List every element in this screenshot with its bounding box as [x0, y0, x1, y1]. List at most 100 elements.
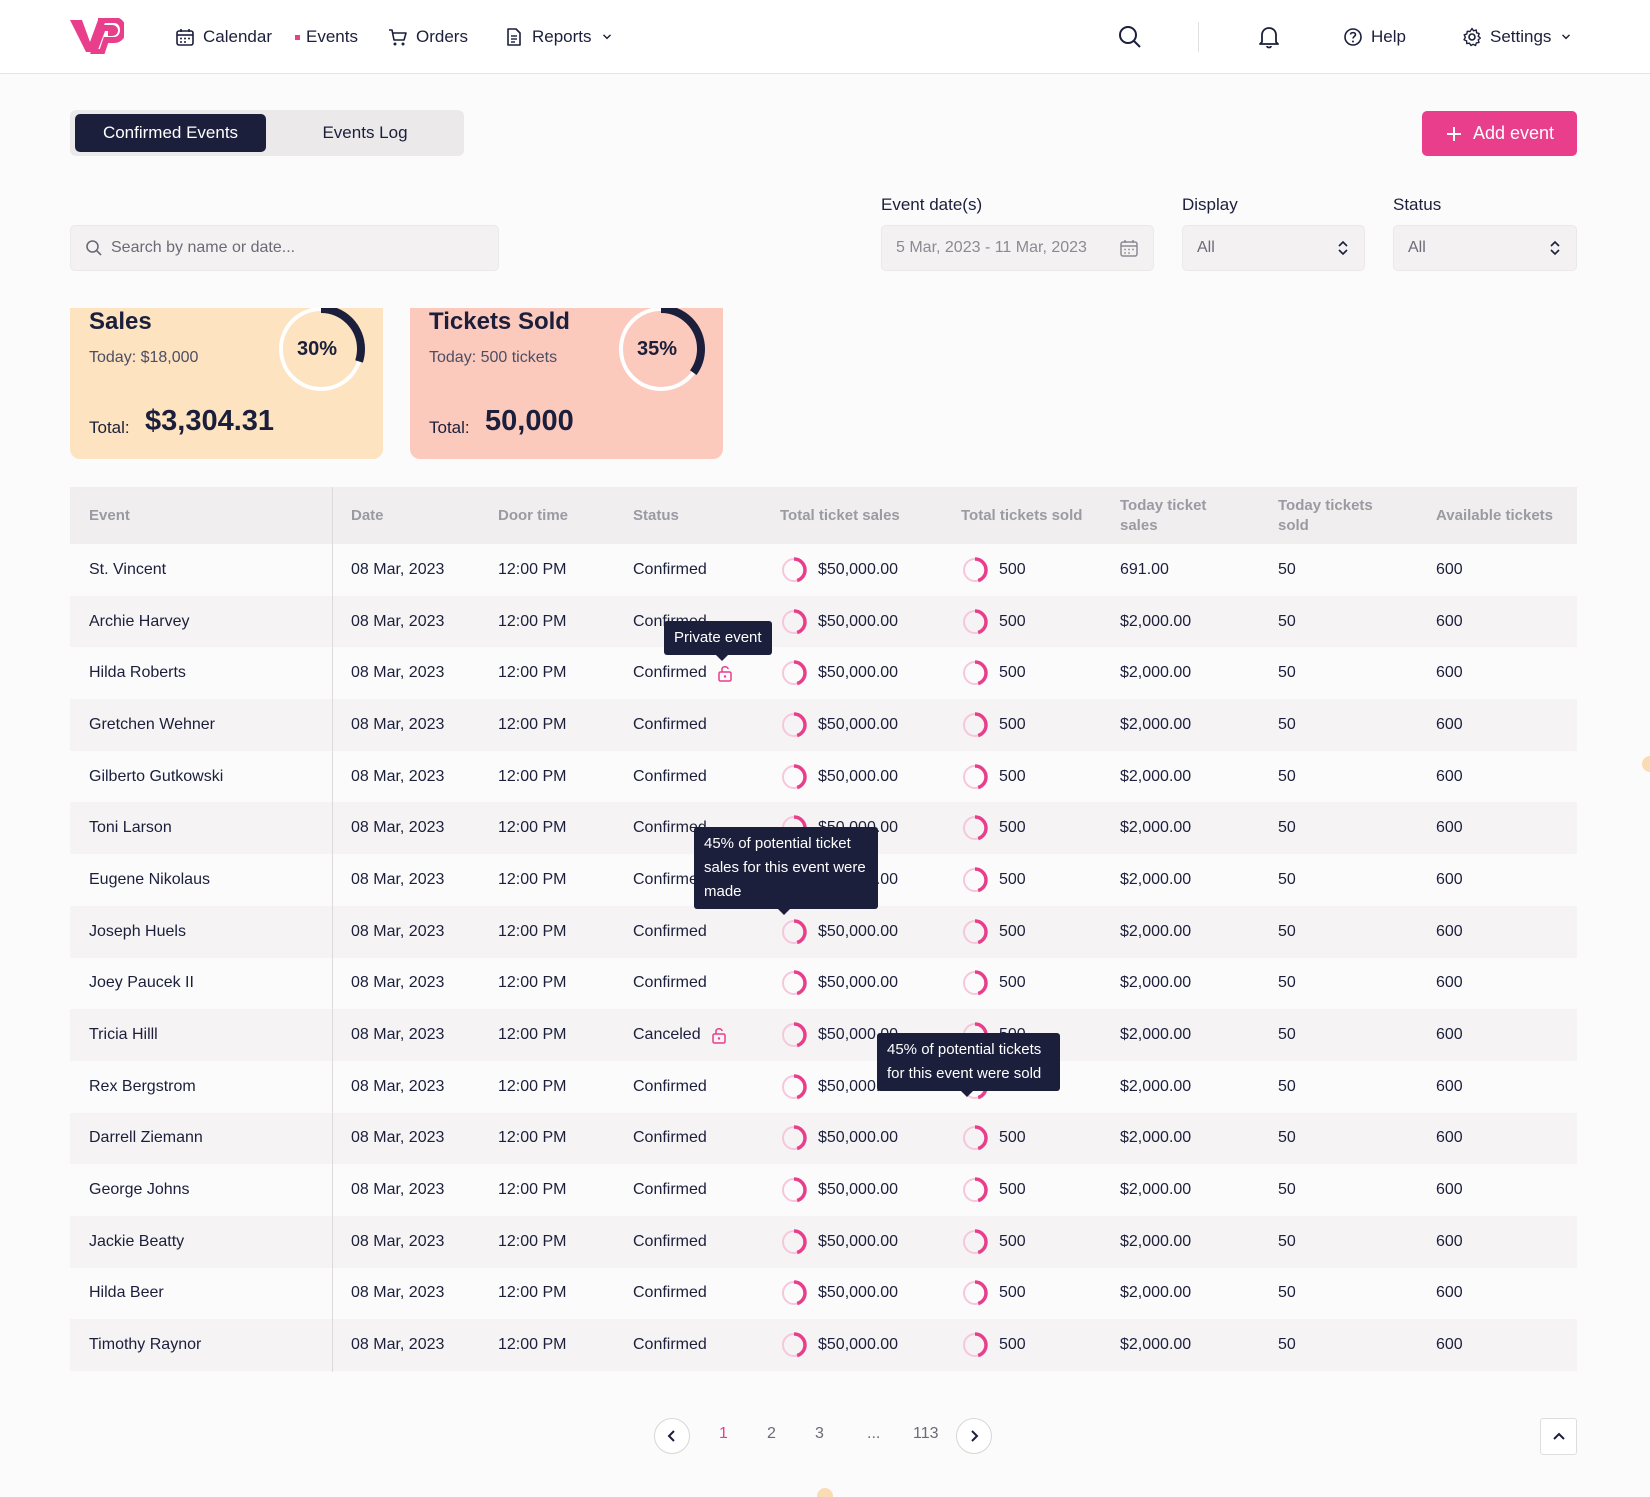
tickets-progress-icon[interactable]: [961, 1176, 989, 1204]
header-today-tickets-sold[interactable]: Today tickets sold: [1278, 496, 1373, 534]
page-number[interactable]: 3: [815, 1425, 824, 1442]
tickets-progress-icon[interactable]: [961, 866, 989, 894]
event-date-text: 08 Mar, 2023: [351, 767, 445, 785]
tickets-progress-icon[interactable]: [961, 1331, 989, 1359]
prev-page-button[interactable]: [654, 1418, 690, 1454]
tickets-progress-icon[interactable]: [961, 556, 989, 584]
table-row[interactable]: Hilda Beer 08 Mar, 2023 12:00 PM Confirmed $…: [70, 1267, 1577, 1320]
table-row[interactable]: Timothy Raynor 08 Mar, 2023 12:00 PM Confir…: [70, 1319, 1577, 1371]
event-name[interactable]: Archie Harvey: [89, 596, 189, 648]
event-status: Confirmed: [633, 854, 707, 906]
header-total-ticket-sales[interactable]: Total ticket sales: [780, 506, 900, 524]
table-row[interactable]: Gilberto Gutkowski 08 Mar, 2023 12:00 PM Co…: [70, 750, 1577, 803]
event-name[interactable]: St. Vincent: [89, 544, 166, 596]
table-row[interactable]: Joseph Huels 08 Mar, 2023 12:00 PM Confirme…: [70, 905, 1577, 958]
sales-progress-icon[interactable]: [780, 1124, 808, 1152]
nav-events[interactable]: Events: [295, 24, 358, 50]
header-available-tickets[interactable]: Available tickets: [1436, 506, 1554, 524]
event-name[interactable]: Jackie Beatty: [89, 1216, 184, 1268]
event-name[interactable]: Hilda Roberts: [89, 647, 186, 699]
today-ticket-sales-text: $2,000.00: [1120, 1336, 1192, 1354]
table-row[interactable]: Gretchen Wehner 08 Mar, 2023 12:00 PM Confi…: [70, 699, 1577, 751]
sales-progress-icon[interactable]: [780, 763, 808, 791]
sales-progress-icon[interactable]: [780, 608, 808, 636]
scroll-to-top-button[interactable]: [1540, 1418, 1577, 1455]
header-total-tickets-sold[interactable]: Total tickets sold: [961, 506, 1083, 524]
event-name[interactable]: Gretchen Wehner: [89, 699, 215, 751]
event-name[interactable]: Darrell Ziemann: [89, 1113, 203, 1165]
table-row[interactable]: Darrell Ziemann 08 Mar, 2023 12:00 PM Confi…: [70, 1112, 1577, 1165]
tickets-progress-icon[interactable]: [961, 1228, 989, 1256]
tickets-progress-icon[interactable]: [961, 763, 989, 791]
tickets-progress-icon[interactable]: [961, 1279, 989, 1307]
sales-progress-icon[interactable]: [780, 711, 808, 739]
display-select[interactable]: All: [1182, 225, 1365, 271]
tickets-progress-icon[interactable]: [961, 918, 989, 946]
event-name[interactable]: Toni Larson: [89, 802, 172, 854]
page-number[interactable]: 2: [767, 1425, 776, 1442]
event-name-text: Jackie Beatty: [89, 1232, 185, 1250]
status-select[interactable]: All: [1393, 225, 1577, 271]
tab-confirmed-events[interactable]: Confirmed Events: [75, 114, 266, 152]
event-name[interactable]: Hilda Beer: [89, 1268, 164, 1320]
sales-progress-icon[interactable]: [780, 918, 808, 946]
header-door-time[interactable]: Door time: [498, 506, 569, 524]
nav-orders[interactable]: Orders: [388, 24, 468, 50]
add-event-button[interactable]: Add event: [1422, 111, 1577, 156]
table-row[interactable]: George Johns 08 Mar, 2023 12:00 PM Confirme…: [70, 1164, 1577, 1216]
event-date-range-picker[interactable]: 5 Mar, 2023 - 11 Mar, 2023: [881, 225, 1154, 271]
sales-progress-icon[interactable]: [780, 1073, 808, 1101]
header-status[interactable]: Status: [633, 506, 679, 524]
event-name[interactable]: Timothy Raynor: [89, 1319, 201, 1371]
search-icon[interactable]: [1117, 24, 1143, 50]
today-ticket-sales: $2,000.00: [1120, 1319, 1191, 1371]
event-name[interactable]: Joey Paucek II: [89, 958, 194, 1010]
nav-reports[interactable]: Reports: [504, 24, 614, 50]
tickets-progress-icon[interactable]: [961, 711, 989, 739]
sales-progress-icon[interactable]: [780, 1279, 808, 1307]
table-row[interactable]: St. Vincent 08 Mar, 2023 12:00 PM Confirmed…: [70, 544, 1577, 596]
sales-progress-icon[interactable]: [780, 969, 808, 997]
event-name[interactable]: Gilberto Gutkowski: [89, 751, 223, 803]
tickets-progress-icon[interactable]: [961, 659, 989, 687]
sales-progress-icon[interactable]: [780, 1021, 808, 1049]
event-name[interactable]: Tricia Hilll: [89, 1009, 158, 1061]
sales-progress-icon[interactable]: [780, 1331, 808, 1359]
table-row[interactable]: Joey Paucek II 08 Mar, 2023 12:00 PM Confir…: [70, 957, 1577, 1010]
brand-logo[interactable]: [70, 18, 124, 54]
available-tickets-text: 600: [1436, 819, 1463, 837]
table-row[interactable]: Rex Bergstrom 08 Mar, 2023 12:00 PM Confirm…: [70, 1060, 1577, 1113]
event-name[interactable]: Eugene Nikolaus: [89, 854, 210, 906]
nav-settings[interactable]: Settings: [1462, 24, 1573, 50]
event-name[interactable]: Joseph Huels: [89, 906, 186, 958]
tickets-progress-icon[interactable]: [961, 1124, 989, 1152]
tickets-progress-icon[interactable]: [961, 814, 989, 842]
table-row[interactable]: Jackie Beatty 08 Mar, 2023 12:00 PM Confirm…: [70, 1215, 1577, 1268]
table-row[interactable]: Tricia Hilll 08 Mar, 2023 12:00 PM Canceled…: [70, 1009, 1577, 1061]
tickets-progress-icon[interactable]: [961, 969, 989, 997]
tickets-progress-icon[interactable]: [961, 608, 989, 636]
nav-help[interactable]: Help: [1343, 24, 1406, 50]
door-time-text: 12:00 PM: [498, 1232, 567, 1250]
table-row[interactable]: Hilda Roberts 08 Mar, 2023 12:00 PM Confirm…: [70, 647, 1577, 700]
sales-progress-icon[interactable]: [780, 1228, 808, 1256]
header-event[interactable]: Event: [89, 506, 130, 524]
page-number[interactable]: 1: [719, 1425, 728, 1442]
page-number[interactable]: 113: [913, 1425, 939, 1442]
header-today-ticket-sales[interactable]: Today ticket sales: [1120, 496, 1207, 534]
lock-icon[interactable]: [711, 1026, 727, 1044]
header-date[interactable]: Date: [351, 506, 384, 524]
sales-progress-icon[interactable]: [780, 1176, 808, 1204]
event-name[interactable]: Rex Bergstrom: [89, 1061, 196, 1113]
tab-events-log[interactable]: Events Log: [322, 123, 408, 142]
search-input[interactable]: [111, 239, 491, 257]
sales-progress-icon[interactable]: [780, 556, 808, 584]
event-name[interactable]: George Johns: [89, 1164, 190, 1216]
nav-calendar[interactable]: Calendar: [175, 24, 272, 50]
sales-progress-icon[interactable]: [780, 659, 808, 687]
next-page-button[interactable]: [956, 1418, 992, 1454]
lock-icon[interactable]: [717, 664, 733, 682]
bell-icon[interactable]: [1256, 24, 1282, 50]
total-ticket-sales-text: $50,000.00: [818, 974, 899, 992]
